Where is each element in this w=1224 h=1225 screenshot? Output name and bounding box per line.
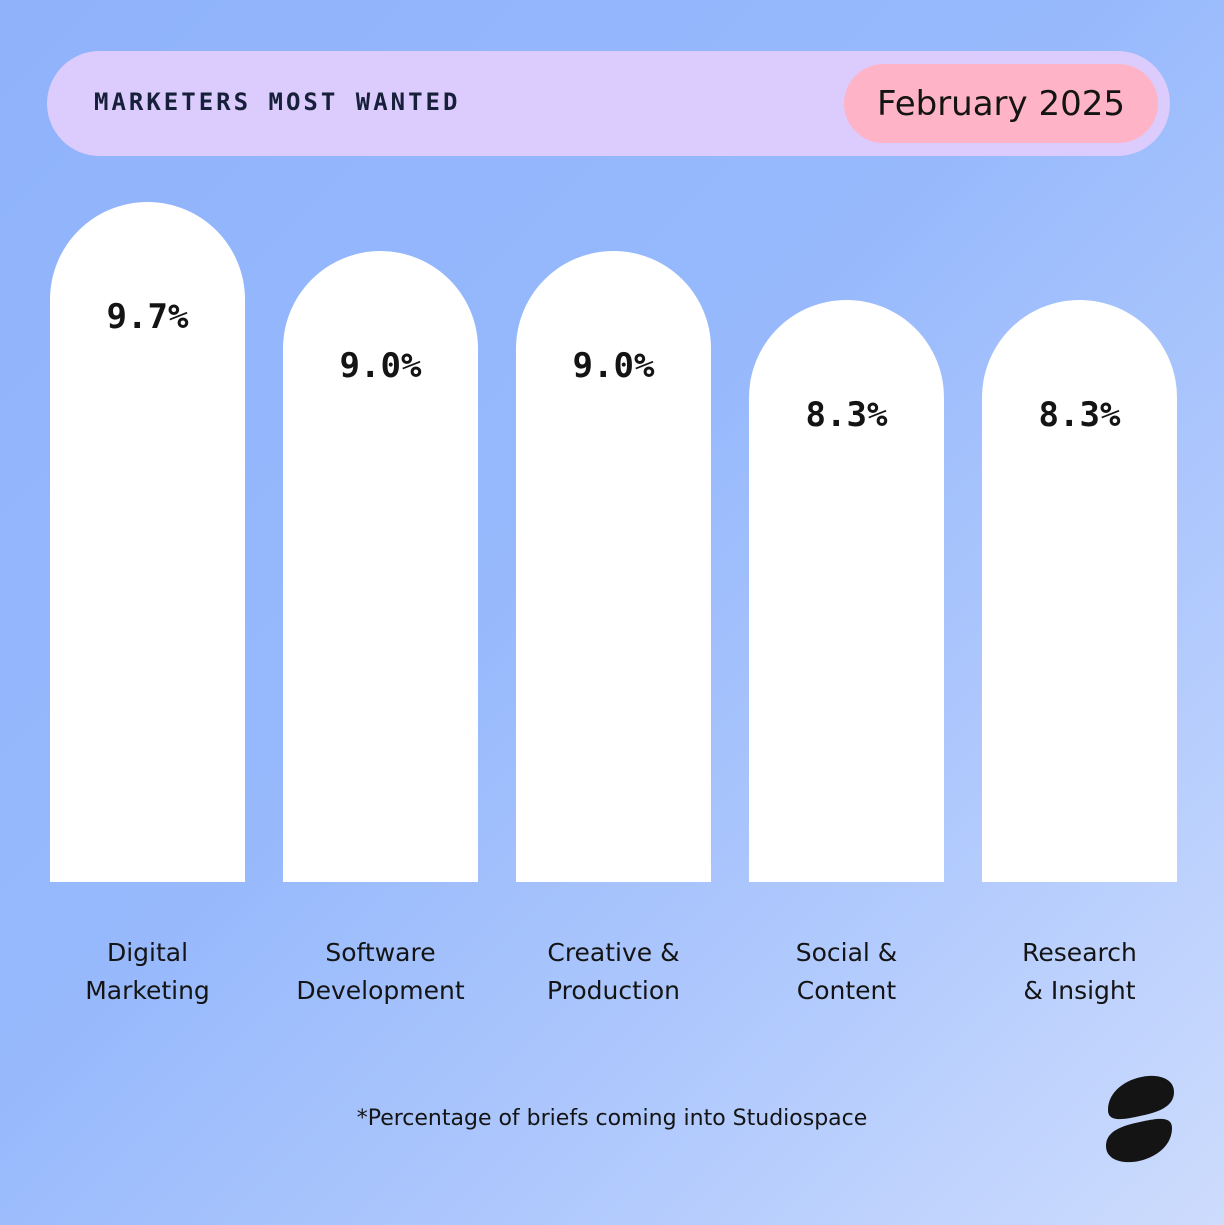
bar-value-label: 9.7% [107, 297, 189, 337]
bar [50, 202, 245, 883]
bar [982, 300, 1177, 883]
category-label: Research & Insight [1022, 938, 1137, 1005]
category-label: Creative & Production [546, 938, 680, 1005]
bar-value-label: 9.0% [340, 346, 422, 386]
date-badge: February 2025 [844, 64, 1158, 143]
page-title: MARKETERS MOST WANTED [94, 88, 461, 116]
bar-value-label: 9.0% [573, 346, 655, 386]
studiospace-logo-icon [1106, 1075, 1174, 1163]
category-label: Social & Content [795, 938, 898, 1005]
bar-value-label: 8.3% [1039, 395, 1121, 435]
footnote: *Percentage of briefs coming into Studio… [356, 1106, 868, 1131]
category-label: Software Development [296, 938, 465, 1005]
header-banner: MARKETERS MOST WANTED February 2025 [47, 51, 1170, 156]
bar [283, 251, 478, 883]
category-label: Digital Marketing [85, 938, 210, 1005]
bar-chart: 9.7% 9.0% 9.0% 8.3% 8.3% [50, 202, 1177, 883]
bar-value-label: 8.3% [806, 395, 888, 435]
bar [516, 251, 711, 883]
bar [749, 300, 944, 883]
